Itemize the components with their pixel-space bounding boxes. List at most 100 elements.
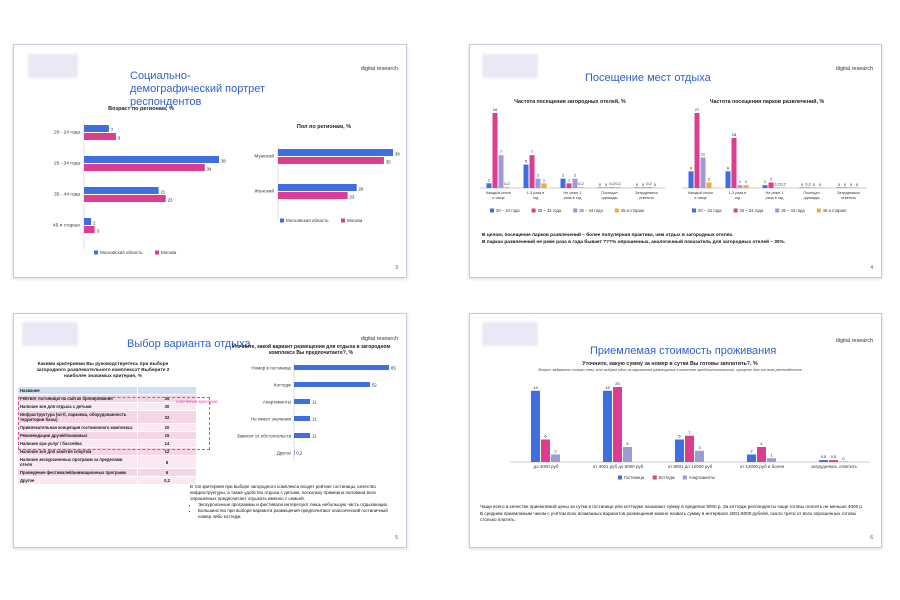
data-label: 7 xyxy=(111,127,114,132)
slide-price: digital research Приемлемая стоимость пр… xyxy=(469,313,882,548)
bar xyxy=(731,138,737,188)
bar xyxy=(768,182,774,188)
bar xyxy=(743,185,749,188)
bar xyxy=(504,187,510,188)
key-criteria-frame xyxy=(18,397,210,450)
category-label: 35 - 44 года xyxy=(54,192,80,198)
data-label: 0 xyxy=(850,182,853,187)
bar xyxy=(603,390,612,462)
bar xyxy=(817,187,823,188)
data-label: 0,2 xyxy=(615,181,621,186)
slide-demographics: digital research Социально-демографическ… xyxy=(13,44,407,278)
data-label: 0,2 xyxy=(578,181,584,186)
bar xyxy=(498,155,504,188)
page-number: 3 xyxy=(395,265,398,271)
criteria-value: 0,2 xyxy=(137,476,197,485)
bar xyxy=(84,164,205,171)
criteria-value: 6 xyxy=(137,468,197,477)
data-label: 0 xyxy=(605,182,608,187)
chart-title: Пол по регионам, % xyxy=(297,124,351,130)
legend-label: 35 – 44 года xyxy=(781,208,805,213)
bar xyxy=(84,218,92,225)
bar xyxy=(294,416,311,421)
bar xyxy=(278,192,348,199)
bar xyxy=(747,454,756,462)
bar xyxy=(688,171,694,188)
data-label: 0 xyxy=(654,182,657,187)
bar xyxy=(757,447,766,462)
blurred-logo xyxy=(22,322,78,346)
chart-title: Возраст по регионам, % xyxy=(108,106,174,112)
bar xyxy=(84,133,116,140)
note-1: В целом, посещение парков развлечений – … xyxy=(482,233,734,238)
category-label: Апартаменты xyxy=(263,400,291,405)
bar xyxy=(767,458,776,462)
criteria-value xyxy=(137,386,197,395)
data-label: 2 xyxy=(554,449,557,454)
gender-by-region-chart: Пол по регионам, % Мужской 38 35 Женский 26 23… xyxy=(254,124,400,223)
bar xyxy=(634,187,640,188)
category-label: 1-3 раза в год xyxy=(729,191,747,200)
category-label: Каждый сезон и чаще xyxy=(688,191,713,200)
data-label: 2 xyxy=(93,220,96,225)
criteria-row: Проведение фестивалей/анимационных прогр… xyxy=(17,468,197,477)
data-label: 27 xyxy=(695,107,700,112)
bar xyxy=(84,156,219,163)
criteria-row: Наличие экскурсионных программ за предел… xyxy=(17,455,197,469)
criteria-label: Инфраструктура (wi-fi, парковка, оборудо… xyxy=(17,410,138,424)
data-label: 26 xyxy=(359,186,364,191)
chart-title: Уточните, какой вариант размещения для о… xyxy=(232,343,391,356)
category-label: 20 - 24 года xyxy=(54,130,80,136)
bar xyxy=(811,187,817,188)
bar xyxy=(652,187,658,188)
data-label: 19 xyxy=(533,385,538,390)
legend-swatch xyxy=(652,475,657,480)
bar xyxy=(695,450,704,462)
category-label: 25 - 34 года xyxy=(54,161,80,167)
criteria-label: Наличие экскурсионных программ за предел… xyxy=(17,455,138,469)
category-label: Посещал однажды xyxy=(803,191,819,200)
bar xyxy=(294,450,295,455)
legend-swatch xyxy=(816,208,821,213)
data-label: 0,5 xyxy=(831,454,837,459)
data-label: 0 xyxy=(813,182,816,187)
data-label: 52 xyxy=(372,383,377,388)
category-label: Коттедж xyxy=(274,383,291,388)
chart-title: Частота посещения загородных отелей, % xyxy=(514,98,626,105)
data-label: 1 xyxy=(488,177,491,182)
data-label: 1 xyxy=(770,452,773,457)
price-notes: Чаще всего в качестве приемлемой цены за… xyxy=(480,504,872,524)
data-label: 1 xyxy=(739,179,742,184)
bar xyxy=(842,187,848,188)
data-label: 0,2 xyxy=(646,181,652,186)
category-label: Не реже 1 раза в год xyxy=(766,191,785,200)
bar xyxy=(523,164,529,188)
category-label: Каждый сезон и чаще xyxy=(486,191,511,200)
bar xyxy=(566,183,572,188)
blurred-logo xyxy=(28,54,78,78)
category-label: Номер в гостинице xyxy=(251,366,291,371)
data-label: 1 xyxy=(764,179,767,184)
bar xyxy=(774,187,780,188)
chart-subtitle: Вопрос задавался только тем, кто выбрал … xyxy=(538,368,801,372)
criteria-table: Название Рейтинг гостиницы на сайтах брон… xyxy=(17,386,197,485)
bar xyxy=(685,435,694,462)
criteria-row: Другое 0,2 xyxy=(17,476,197,485)
bar xyxy=(551,454,560,462)
data-label: 2 xyxy=(708,176,711,181)
hotel-visit-frequency-chart: Частота посещения загородных отелей, % 1 1… xyxy=(480,98,665,213)
legend-swatch xyxy=(155,250,159,255)
legend-label: 20 – 24 года xyxy=(496,208,520,213)
bar xyxy=(762,185,768,188)
data-label: 11 xyxy=(312,400,317,405)
data-label: 0 xyxy=(838,182,841,187)
data-label: 0 xyxy=(856,182,859,187)
bar xyxy=(294,433,311,438)
bar xyxy=(799,187,805,188)
bar xyxy=(541,439,550,462)
data-label: 6 xyxy=(678,434,681,439)
category-label: от 12000 руб и более xyxy=(740,464,785,469)
legend-swatch xyxy=(614,208,619,213)
page-number: 4 xyxy=(870,265,873,271)
legend-label: Москва xyxy=(347,218,363,223)
